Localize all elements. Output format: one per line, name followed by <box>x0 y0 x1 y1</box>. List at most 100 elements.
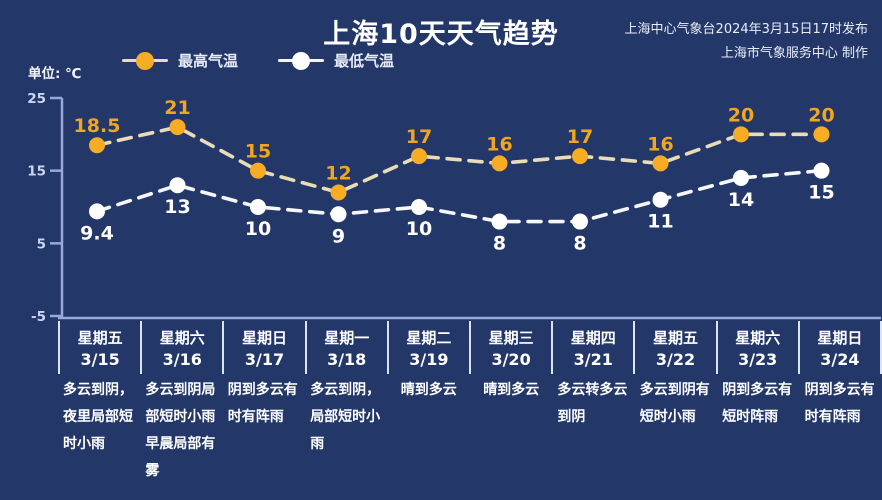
weekday-label: 星期五 <box>77 328 123 347</box>
forecast-text: 晴到多云 <box>483 382 540 398</box>
low-temp-point <box>411 199 427 216</box>
forecast-cell: 阴到多云有时有阵雨 <box>800 377 882 485</box>
forecast-cell: 多云到阴有短时小雨 <box>635 377 717 485</box>
date-label: 3/21 <box>573 349 613 369</box>
weekday-label: 星期日 <box>241 328 287 347</box>
legend-label-high: 最高气温 <box>178 52 239 70</box>
low-temp-point <box>652 191 669 208</box>
day-cell: 星期一 3/18 <box>304 321 387 374</box>
high-temp-point <box>411 148 427 165</box>
high-temp-value-label: 20 <box>808 104 834 126</box>
high-temp-value-label: 20 <box>728 104 754 126</box>
weekday-label: 星期五 <box>652 328 698 347</box>
publisher-line1: 上海中心气象台2024年3月15日17时发布 <box>624 22 868 37</box>
day-header-row: 星期五 3/15 星期六 3/16 星期日 3/17 星期一 3/18 星期二 3/19 星期三 3/… <box>58 321 882 374</box>
day-cell: 星期六 3/16 <box>140 321 222 374</box>
legend-item-low-temp: 最低气温 <box>278 50 394 71</box>
date-label: 3/18 <box>327 349 367 369</box>
low-temp-point <box>813 162 830 179</box>
weekday-label: 星期六 <box>159 328 205 347</box>
high-temp-point <box>250 162 266 179</box>
low-temp-value-label: 14 <box>728 189 754 211</box>
forecast-text: 多云到阴，局部短时小雨 <box>310 382 381 452</box>
high-temp-point <box>89 137 105 154</box>
high-temp-value-label: 16 <box>647 133 673 155</box>
forecast-cell: 晴到多云 <box>470 377 552 485</box>
low-temp-value-label: 9 <box>332 225 345 247</box>
y-tick-label: 15 <box>27 164 46 180</box>
forecast-text: 阴到多云有短时阵雨 <box>722 382 793 425</box>
date-label: 3/16 <box>162 349 202 369</box>
weekday-label: 星期日 <box>817 328 863 347</box>
chart-legend: 最高气温 最低气温 <box>122 50 394 71</box>
date-label: 3/19 <box>409 349 449 369</box>
high-temp-point <box>491 155 508 172</box>
date-label: 3/20 <box>491 349 531 369</box>
high-temp-point <box>813 126 830 143</box>
low-temp-point <box>572 213 588 230</box>
forecast-cell: 晴到多云 <box>388 377 470 485</box>
low-temp-point <box>250 199 266 216</box>
y-tick-label: 5 <box>37 236 46 252</box>
forecast-row: 多云到阴，夜里局部短时小雨 多云到阴局部短时小雨早晨局部有雾 阴到多云有时有阵雨 多云… <box>58 377 882 485</box>
day-cell: 星期三 3/20 <box>468 321 551 374</box>
high-temp-point <box>330 184 347 201</box>
forecast-text: 多云到阴局部短时小雨早晨局部有雾 <box>145 382 216 479</box>
page-title: 上海10天天气趋势 <box>323 19 559 50</box>
day-cell: 星期日 3/17 <box>222 321 304 374</box>
legend-label-low: 最低气温 <box>334 52 395 70</box>
high-temp-value-label: 12 <box>325 162 351 184</box>
weekday-label: 星期六 <box>735 328 781 347</box>
low-temp-dot-icon <box>292 51 311 70</box>
high-temp-point <box>733 126 749 143</box>
low-temp-value-label: 8 <box>493 233 506 255</box>
day-cell: 星期四 3/21 <box>551 321 633 374</box>
high-temp-value-label: 21 <box>164 97 190 119</box>
forecast-cell: 多云到阴，夜里局部短时小雨 <box>58 377 140 485</box>
low-temp-point <box>733 169 749 186</box>
high-temp-point <box>572 148 588 165</box>
day-cell: 星期五 3/22 <box>633 321 715 374</box>
forecast-cell: 阴到多云有短时阵雨 <box>717 377 799 485</box>
day-cell: 星期五 3/15 <box>58 321 140 374</box>
low-temp-point <box>169 177 186 194</box>
high-temp-value-label: 17 <box>567 126 593 148</box>
date-label: 3/24 <box>820 349 860 369</box>
legend-item-high-temp: 最高气温 <box>122 50 238 71</box>
forecast-cell: 阴到多云有时有阵雨 <box>223 377 305 485</box>
low-temp-point <box>491 213 508 230</box>
day-cell: 星期二 3/19 <box>386 321 469 374</box>
date-label: 3/23 <box>738 349 778 369</box>
forecast-text: 多云到阴，夜里局部短时小雨 <box>63 382 133 452</box>
weekday-label: 星期三 <box>488 328 534 347</box>
unit-label: 单位: ℃ <box>28 66 82 82</box>
low-temp-value-label: 10 <box>406 218 432 240</box>
low-temp-series-icon <box>278 51 325 70</box>
high-temp-dot-icon <box>136 51 154 70</box>
high-temp-point <box>652 155 669 172</box>
low-temp-value-label: 15 <box>808 182 834 204</box>
low-temp-line <box>95 168 824 224</box>
publisher-line2: 上海市气象服务中心 制作 <box>720 46 868 62</box>
day-cell: 星期日 3/24 <box>797 321 880 374</box>
high-temp-value-label: 15 <box>245 141 271 163</box>
y-tick-label: 25 <box>27 91 46 107</box>
high-temp-series-icon <box>122 51 168 70</box>
weekday-label: 星期一 <box>324 328 370 347</box>
date-label: 3/17 <box>244 349 285 369</box>
low-temp-value-label: 8 <box>573 233 586 255</box>
high-temp-value-label: 17 <box>406 126 432 148</box>
weekday-label: 星期二 <box>406 328 452 347</box>
forecast-text: 晴到多云 <box>400 382 457 398</box>
low-temp-value-label: 9.4 <box>80 222 114 244</box>
high-temp-line <box>95 125 824 195</box>
forecast-text: 阴到多云有时有阵雨 <box>804 382 875 425</box>
day-cell: 星期六 3/23 <box>715 321 798 374</box>
low-temp-point <box>89 203 105 220</box>
publisher-info: 上海中心气象台2024年3月15日17时发布 上海市气象服务中心 制作 <box>625 18 868 66</box>
y-tick-label: -5 <box>31 309 46 325</box>
low-temp-point <box>330 206 347 223</box>
forecast-text: 多云转多云到阴 <box>557 382 628 425</box>
